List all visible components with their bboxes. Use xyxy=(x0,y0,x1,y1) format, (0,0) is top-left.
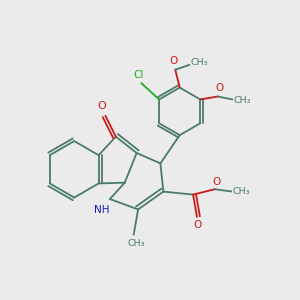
Text: Cl: Cl xyxy=(134,70,144,80)
Text: O: O xyxy=(194,220,202,230)
Text: CH₃: CH₃ xyxy=(233,96,251,105)
Text: O: O xyxy=(170,56,178,66)
Text: O: O xyxy=(98,101,106,111)
Text: CH₃: CH₃ xyxy=(128,239,146,248)
Text: CH₃: CH₃ xyxy=(232,187,250,196)
Text: NH: NH xyxy=(94,205,109,215)
Text: O: O xyxy=(212,177,220,187)
Text: O: O xyxy=(215,83,223,93)
Text: CH₃: CH₃ xyxy=(191,58,208,67)
